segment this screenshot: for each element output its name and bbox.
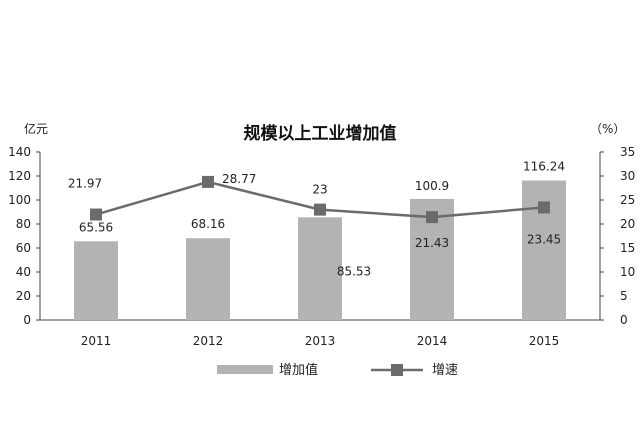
right-tick-label: 5 [620,289,628,303]
bar [298,217,342,320]
left-axis-unit: 亿元 [24,121,48,136]
bar-data-label: 116.24 [523,160,565,174]
bar-data-label: 65.56 [79,220,113,234]
right-tick-label: 30 [620,169,635,183]
line-data-label: 28.77 [222,172,256,186]
line-data-label: 21.43 [415,236,449,250]
bar [186,238,230,320]
right-tick-label: 15 [620,241,635,255]
data-labels: 65.56 68.16 85.53 100.9 116.24 21.97 28.77 23 21… [68,160,565,279]
line-data-label: 21.97 [68,177,102,191]
left-tick-label: 0 [23,313,31,327]
bar-series [74,180,566,320]
line-marker [314,203,326,216]
legend-line-marker [391,364,403,376]
bar-data-label: 68.16 [191,217,225,231]
legend-bar-label: 增加值 [279,362,318,378]
left-tick-label: 20 [16,289,31,303]
right-tick-label: 10 [620,265,635,279]
legend-line-label: 增速 [432,363,458,378]
left-tick-label: 140 [8,145,31,159]
x-tick-label: 2014 [417,334,448,348]
left-axis-ticks: 0 20 40 60 80 100 120 140 [8,145,40,327]
legend: 增加值 增速 [217,362,458,378]
left-tick-label: 100 [8,193,31,207]
chart-title: 规模以上工业增加值 [244,123,397,144]
right-tick-label: 25 [620,193,635,207]
left-tick-label: 120 [8,169,31,183]
line-marker [202,175,214,188]
line-series [90,175,550,224]
x-tick-label: 2013 [305,334,336,348]
bar [74,241,118,320]
x-tick-label: 2015 [529,334,560,348]
bar-data-label: 85.53 [337,264,371,278]
bar [522,180,566,320]
line-marker [90,208,102,221]
x-tick-label: 2011 [81,334,112,348]
line-data-label: 23 [312,183,327,197]
right-tick-label: 35 [620,145,635,159]
right-tick-label: 20 [620,217,635,231]
x-tick-label: 2012 [193,334,224,348]
line-marker [426,211,438,224]
left-tick-label: 40 [16,265,31,279]
right-tick-label: 0 [620,313,628,327]
line-data-label: 23.45 [527,232,561,246]
x-axis-ticks: 2011 2012 2013 2014 2015 [81,334,560,348]
legend-bar-swatch [217,365,273,374]
right-axis-ticks: 0 5 10 15 20 25 30 35 [600,145,635,327]
left-tick-label: 80 [16,217,31,231]
bar-data-label: 100.9 [415,179,449,193]
left-tick-label: 60 [16,241,31,255]
right-axis-unit: （%） [590,122,625,136]
line-marker [538,201,550,214]
